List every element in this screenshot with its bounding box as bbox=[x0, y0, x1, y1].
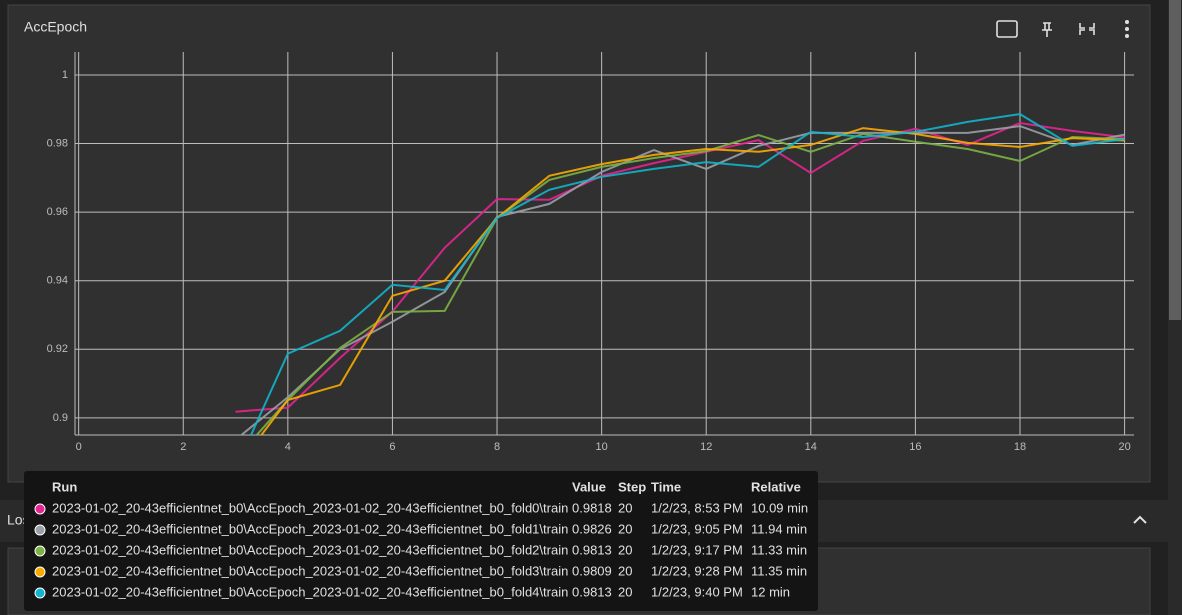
tooltip bbox=[24, 471, 818, 611]
x-tick-label: 18 bbox=[1014, 441, 1026, 453]
tooltip-header: Value bbox=[572, 479, 606, 494]
y-tick-label: 0.9 bbox=[53, 412, 68, 424]
series-line bbox=[235, 121, 1125, 413]
series-line bbox=[260, 127, 1125, 435]
tooltip-cell: 1/2/23, 8:53 PM bbox=[651, 500, 743, 515]
x-tick-label: 2 bbox=[180, 441, 186, 453]
tooltip-cell: 1/2/23, 9:17 PM bbox=[651, 542, 743, 557]
tooltip-cell: 0.9813 bbox=[572, 584, 612, 599]
legend-dot bbox=[34, 566, 46, 578]
tooltip-cell: 20 bbox=[618, 584, 632, 599]
collapse-icon[interactable] bbox=[1133, 515, 1147, 524]
pin-icon[interactable] bbox=[1042, 22, 1052, 37]
tooltip-cell: 2023-01-02_20-43efficientnet_b0\AccEpoch… bbox=[52, 563, 568, 578]
tooltip-cell: 2023-01-02_20-43efficientnet_b0\AccEpoch… bbox=[52, 542, 568, 557]
x-tick-label: 20 bbox=[1118, 441, 1130, 453]
y-tick-label: 0.96 bbox=[47, 206, 68, 218]
y-tick-label: 0.94 bbox=[47, 275, 68, 287]
tooltip-cell: 0.9809 bbox=[572, 563, 612, 578]
x-tick-label: 16 bbox=[909, 441, 921, 453]
more-icon[interactable] bbox=[1125, 20, 1129, 38]
series-line bbox=[249, 113, 1125, 435]
x-tick-label: 8 bbox=[494, 441, 500, 453]
tooltip-cell: 11.33 min bbox=[751, 542, 807, 557]
tooltip-cell: 2023-01-02_20-43efficientnet_b0\AccEpoch… bbox=[52, 500, 568, 515]
tooltip-cell: 12 min bbox=[751, 584, 790, 599]
tooltip-cell: 1/2/23, 9:28 PM bbox=[651, 563, 743, 578]
tooltip-header: Time bbox=[651, 479, 681, 494]
x-tick-label: 10 bbox=[595, 441, 607, 453]
series-line bbox=[239, 125, 1125, 435]
x-tick-label: 4 bbox=[285, 441, 291, 453]
tooltip-cell: 11.94 min bbox=[751, 521, 807, 536]
scrollbar-thumb[interactable] bbox=[1169, 0, 1181, 320]
y-tick-label: 0.92 bbox=[47, 343, 68, 355]
collapse-card-icon[interactable] bbox=[1079, 23, 1095, 35]
tooltip-cell: 20 bbox=[618, 500, 632, 515]
x-tick-label: 12 bbox=[700, 441, 712, 453]
tooltip-header: Run bbox=[52, 479, 77, 494]
x-tick-label: 0 bbox=[76, 441, 82, 453]
tooltip-header: Step bbox=[618, 479, 646, 494]
legend-dot bbox=[34, 503, 46, 515]
x-tick-label: 14 bbox=[805, 441, 817, 453]
tooltip-cell: 1/2/23, 9:05 PM bbox=[651, 521, 743, 536]
tooltip-cell: 2023-01-02_20-43efficientnet_b0\AccEpoch… bbox=[52, 584, 568, 599]
tooltip-cell: 20 bbox=[618, 542, 632, 557]
y-tick-label: 0.98 bbox=[47, 137, 68, 149]
tooltip-cell: 20 bbox=[618, 563, 632, 578]
tooltip-cell: 1/2/23, 9:40 PM bbox=[651, 584, 743, 599]
tooltip-cell: 11.35 min bbox=[751, 563, 807, 578]
chart-card bbox=[7, 4, 1151, 483]
tooltip-cell: 0.9826 bbox=[572, 521, 612, 536]
legend-dot bbox=[34, 524, 46, 536]
legend-dot bbox=[34, 587, 46, 599]
y-tick-label: 1 bbox=[62, 69, 68, 81]
fit-icon[interactable] bbox=[996, 20, 1018, 38]
x-tick-label: 6 bbox=[389, 441, 395, 453]
tooltip-cell: 0.9818 bbox=[572, 500, 612, 515]
chart-title: AccEpoch bbox=[24, 19, 87, 35]
legend-dot bbox=[34, 545, 46, 557]
series-group bbox=[235, 113, 1125, 435]
tooltip-cell: 2023-01-02_20-43efficientnet_b0\AccEpoch… bbox=[52, 521, 568, 536]
tooltip-cell: 0.9813 bbox=[572, 542, 612, 557]
tooltip-header: Relative bbox=[751, 479, 801, 494]
tooltip-cell: 10.09 min bbox=[751, 500, 808, 515]
tooltip-cell: 20 bbox=[618, 521, 632, 536]
series-line bbox=[255, 132, 1125, 435]
